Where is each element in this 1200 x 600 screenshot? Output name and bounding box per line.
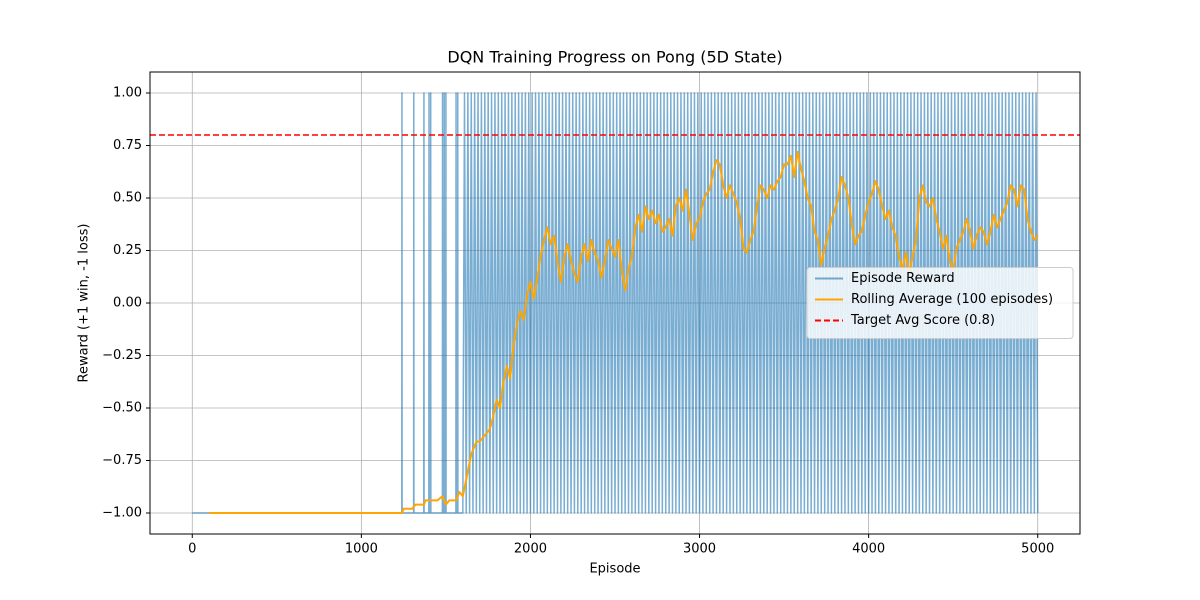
x-tick-label: 5000 [1021,542,1054,557]
y-tick-label: −0.75 [102,453,142,468]
legend-label: Rolling Average (100 episodes) [851,292,1053,307]
x-tick-label: 0 [188,542,196,557]
line-series [192,92,1039,514]
x-tick-label: 3000 [683,542,716,557]
y-tick-label: 0.25 [113,243,142,258]
y-tick-label: 0.75 [113,138,142,153]
chart-title: DQN Training Progress on Pong (5D State) [447,48,782,67]
legend-label: Target Avg Score (0.8) [850,313,995,328]
y-axis-label: Reward (+1 win, -1 loss) [77,224,92,383]
x-tick-label: 2000 [514,542,547,557]
x-tick-label: 4000 [852,542,885,557]
line-series [209,150,1039,514]
y-tick-label: −1.00 [102,506,142,521]
x-axis-label: Episode [589,562,640,577]
ticks: 0 1000 2000 3000 4000 5000 1.00 0.75 0.50 0.25 0.0… [102,86,1054,557]
y-tick-label: −0.25 [102,348,142,363]
plot-area [150,92,1080,514]
y-tick-label: 1.00 [113,86,142,101]
y-tick-label: 0.00 [113,296,142,311]
legend-label: Episode Reward [851,271,955,286]
legend: Episode Reward Rolling Average (100 episo… [806,267,1074,339]
x-tick-label: 1000 [345,542,378,557]
legend-box [806,267,1074,339]
y-tick-label: −0.50 [102,401,142,416]
y-tick-label: 0.50 [113,191,142,206]
